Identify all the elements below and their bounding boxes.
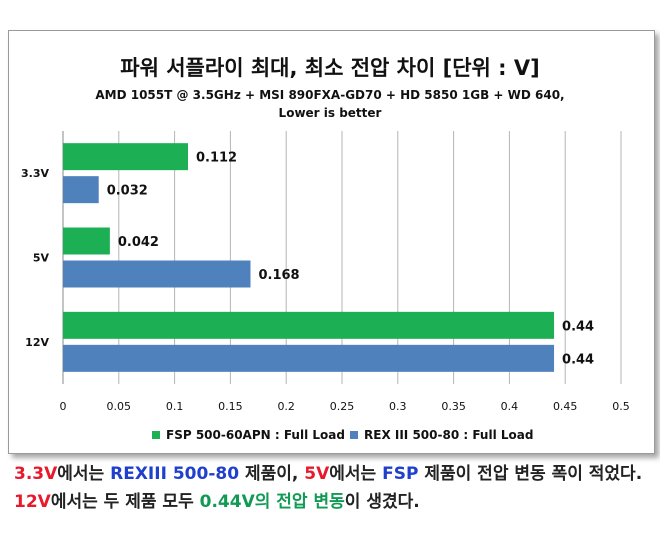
x-tick-label: 0.35 — [441, 400, 466, 413]
caption-segment: 제품이 전압 변동 폭이 적었다. — [418, 464, 643, 484]
caption: 3.3V에서는 REXIII 500-80 제품이, 5V에서는 FSP 제품이… — [14, 460, 654, 516]
caption-segment: 이 생겼다. — [344, 492, 420, 512]
bar-rex — [63, 260, 251, 288]
bar-fsp — [63, 143, 188, 171]
x-tick-label: 0.4 — [501, 400, 519, 413]
legend-swatch-fsp — [152, 430, 160, 439]
caption-segment: FSP — [382, 464, 419, 484]
caption-segment: 에서는 — [329, 464, 383, 484]
legend-swatch-rex — [350, 430, 358, 439]
chart-subtitle-line-1: AMD 1055T @ 3.5GHz + MSI 890FXA-GD70 + H… — [95, 88, 565, 102]
chart-subtitle-line-2: Lower is better — [278, 106, 382, 120]
legend-label-rex: REX III 500-80 : Full Load — [364, 428, 534, 442]
caption-segment: 3.3V — [14, 464, 58, 484]
x-tick-label: 0 — [60, 400, 67, 413]
legend-label-fsp: FSP 500-60APN : Full Load — [166, 428, 345, 442]
category-label: 5V — [33, 252, 50, 265]
caption-segment: 에서는 두 제품 모두 — [50, 492, 200, 512]
x-tick-label: 0.1 — [166, 400, 184, 413]
data-label: 0.168 — [258, 268, 299, 283]
x-tick-label: 0.5 — [612, 400, 630, 413]
bar-rex — [63, 344, 555, 372]
data-label: 0.44 — [562, 319, 594, 334]
data-label: 0.032 — [107, 184, 148, 199]
caption-segment: 0.44V의 전압 변동 — [199, 492, 345, 512]
legend-item-rex: REX III 500-80 : Full Load — [350, 428, 533, 442]
caption-segment: 에서는 — [57, 464, 111, 484]
legend-item-fsp: FSP 500-60APN : Full Load — [152, 428, 345, 442]
x-tick-label: 0.3 — [389, 400, 407, 413]
x-tick-label: 0.2 — [277, 400, 295, 413]
bar-fsp — [63, 227, 110, 255]
category-label: 12V — [25, 336, 49, 349]
category-label: 3.3V — [21, 167, 49, 180]
caption-segment: 12V — [14, 492, 51, 512]
chart-title: 파워 서플라이 최대, 최소 전압 차이 [단위 : V] — [120, 56, 540, 80]
chart-frame — [8, 30, 655, 454]
bar-rex — [63, 176, 99, 204]
x-tick-label: 0.05 — [107, 400, 132, 413]
caption-segment: REXIII 500-80 — [110, 464, 240, 484]
caption-segment: 제품이, — [239, 464, 305, 484]
bar-fsp — [63, 311, 555, 339]
x-tick-label: 0.45 — [553, 400, 578, 413]
data-label: 0.112 — [196, 151, 237, 166]
x-tick-label: 0.25 — [330, 400, 355, 413]
data-label: 0.44 — [562, 352, 594, 367]
x-tick-label: 0.15 — [218, 400, 243, 413]
caption-segment: 5V — [304, 464, 330, 484]
data-label: 0.042 — [118, 235, 159, 250]
